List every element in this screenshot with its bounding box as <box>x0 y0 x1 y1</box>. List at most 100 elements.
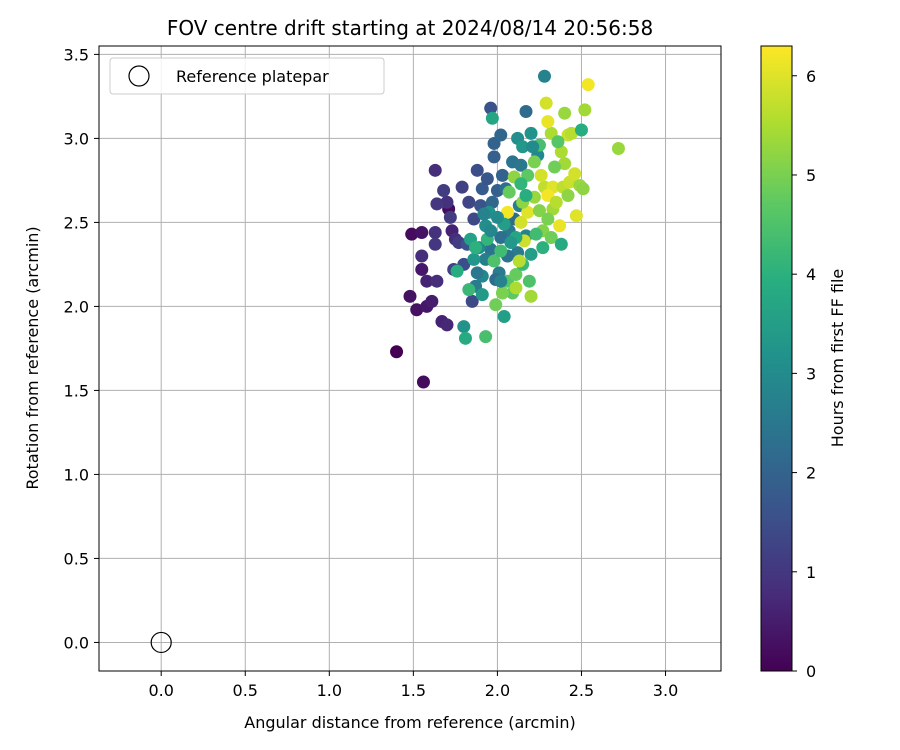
data-point <box>527 155 541 169</box>
data-point <box>495 286 509 300</box>
data-point <box>467 212 481 226</box>
data-point <box>420 274 434 288</box>
data-point <box>485 111 499 125</box>
data-point <box>457 320 471 334</box>
data-point <box>494 244 508 258</box>
grid-lines <box>99 46 721 671</box>
data-point <box>450 264 464 278</box>
data-point <box>475 288 489 302</box>
data-point <box>524 126 538 140</box>
x-tick-label: 1.5 <box>401 681 426 700</box>
y-tick-label: 2.5 <box>64 213 89 232</box>
data-point <box>475 182 489 196</box>
data-point <box>581 78 595 92</box>
data-point <box>564 126 578 140</box>
data-point <box>469 241 483 255</box>
data-point <box>405 227 419 241</box>
reference-marker <box>150 631 172 654</box>
data-point <box>497 309 511 323</box>
data-point <box>576 182 590 196</box>
data-point <box>537 69 551 83</box>
colorbar-tick-label: 3 <box>806 364 816 383</box>
colorbar-tick-label: 4 <box>806 265 816 284</box>
data-point <box>458 331 472 345</box>
colorbar-ticks: 0 1 2 3 4 5 6 <box>792 67 816 681</box>
data-point <box>416 375 430 389</box>
data-point <box>569 209 583 223</box>
plot-frame <box>98 45 722 672</box>
data-point <box>534 168 548 182</box>
data-point <box>443 210 457 224</box>
data-point <box>514 158 528 172</box>
data-point <box>574 123 588 137</box>
y-tick-label: 2.0 <box>64 297 89 316</box>
data-point <box>467 252 481 266</box>
data-point <box>554 145 568 159</box>
legend: Reference platepar <box>109 57 385 95</box>
data-point <box>437 183 451 197</box>
data-point <box>428 225 442 239</box>
data-point <box>541 115 555 129</box>
data-point <box>462 195 476 209</box>
colorbar <box>760 45 793 672</box>
data-point <box>484 224 498 238</box>
data-point <box>512 254 526 268</box>
data-points <box>390 69 625 389</box>
data-point <box>554 237 568 251</box>
data-point <box>403 289 417 303</box>
data-point <box>462 283 476 297</box>
data-point <box>514 215 528 229</box>
data-point <box>553 219 567 233</box>
x-tick-label: 0.0 <box>148 681 173 700</box>
x-tick-label: 3.0 <box>653 681 678 700</box>
data-point <box>509 281 523 295</box>
legend-box <box>109 57 385 95</box>
data-point <box>516 140 530 154</box>
data-point <box>611 141 625 155</box>
data-point <box>487 254 501 268</box>
data-point <box>415 225 429 239</box>
data-point <box>502 185 516 199</box>
data-point <box>544 231 558 245</box>
y-tick-label: 1.0 <box>64 465 89 484</box>
data-point <box>430 274 444 288</box>
data-point <box>415 262 429 276</box>
data-point <box>549 195 563 209</box>
data-point <box>490 210 504 224</box>
data-point <box>526 140 540 154</box>
data-point <box>494 231 508 245</box>
data-point <box>428 237 442 251</box>
data-point <box>532 204 546 218</box>
data-point <box>522 274 536 288</box>
y-tick-label: 0.0 <box>64 633 89 652</box>
data-point <box>558 157 572 171</box>
data-point <box>415 249 429 263</box>
reference-platepar-point <box>150 631 172 654</box>
data-point <box>551 135 565 149</box>
y-tick-label: 0.5 <box>64 549 89 568</box>
data-point <box>489 298 503 312</box>
data-point <box>484 242 498 256</box>
data-point <box>495 168 509 182</box>
data-point <box>494 274 508 288</box>
data-point <box>529 227 543 241</box>
x-axis-label: Angular distance from reference (arcmin) <box>244 713 575 732</box>
colorbar-tick-label: 6 <box>806 67 816 86</box>
data-point <box>521 205 535 219</box>
colorbar-tick-label: 5 <box>806 166 816 185</box>
y-tick-label: 1.5 <box>64 381 89 400</box>
data-point <box>470 163 484 177</box>
x-tick-label: 2.5 <box>569 681 594 700</box>
data-point <box>524 289 538 303</box>
data-point <box>479 330 493 344</box>
data-point <box>470 266 484 280</box>
data-point <box>504 236 518 250</box>
data-point <box>477 207 491 221</box>
legend-entry-reference: Reference platepar <box>176 67 329 86</box>
data-point <box>539 96 553 110</box>
data-point <box>501 205 515 219</box>
data-point <box>494 128 508 142</box>
data-point <box>484 101 498 115</box>
data-point <box>519 189 533 203</box>
data-point <box>561 189 575 203</box>
